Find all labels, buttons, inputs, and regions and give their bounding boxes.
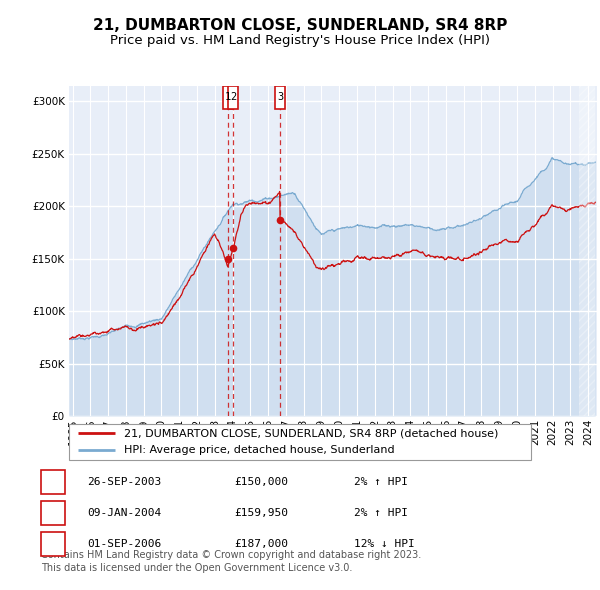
Text: 2: 2 [230,92,236,102]
Text: 21, DUMBARTON CLOSE, SUNDERLAND, SR4 8RP: 21, DUMBARTON CLOSE, SUNDERLAND, SR4 8RP [93,18,507,32]
Text: £159,950: £159,950 [234,508,288,518]
Text: 2% ↑ HPI: 2% ↑ HPI [354,508,408,518]
Text: Price paid vs. HM Land Registry's House Price Index (HPI): Price paid vs. HM Land Registry's House … [110,34,490,47]
FancyBboxPatch shape [223,86,233,109]
Text: 3: 3 [49,539,56,549]
Text: 1: 1 [49,477,56,487]
Polygon shape [579,86,595,416]
Text: 09-JAN-2004: 09-JAN-2004 [87,508,161,518]
Text: £187,000: £187,000 [234,539,288,549]
Text: 21, DUMBARTON CLOSE, SUNDERLAND, SR4 8RP (detached house): 21, DUMBARTON CLOSE, SUNDERLAND, SR4 8RP… [124,428,499,438]
Text: 1: 1 [225,92,231,102]
Text: £150,000: £150,000 [234,477,288,487]
FancyBboxPatch shape [228,86,238,109]
Text: HPI: Average price, detached house, Sunderland: HPI: Average price, detached house, Sund… [124,445,395,455]
Text: 26-SEP-2003: 26-SEP-2003 [87,477,161,487]
Text: 2% ↑ HPI: 2% ↑ HPI [354,477,408,487]
Text: 12% ↓ HPI: 12% ↓ HPI [354,539,415,549]
Text: Contains HM Land Registry data © Crown copyright and database right 2023.
This d: Contains HM Land Registry data © Crown c… [41,550,421,573]
Text: 01-SEP-2006: 01-SEP-2006 [87,539,161,549]
Text: 2: 2 [49,508,56,518]
Text: 3: 3 [277,92,283,102]
FancyBboxPatch shape [275,86,285,109]
